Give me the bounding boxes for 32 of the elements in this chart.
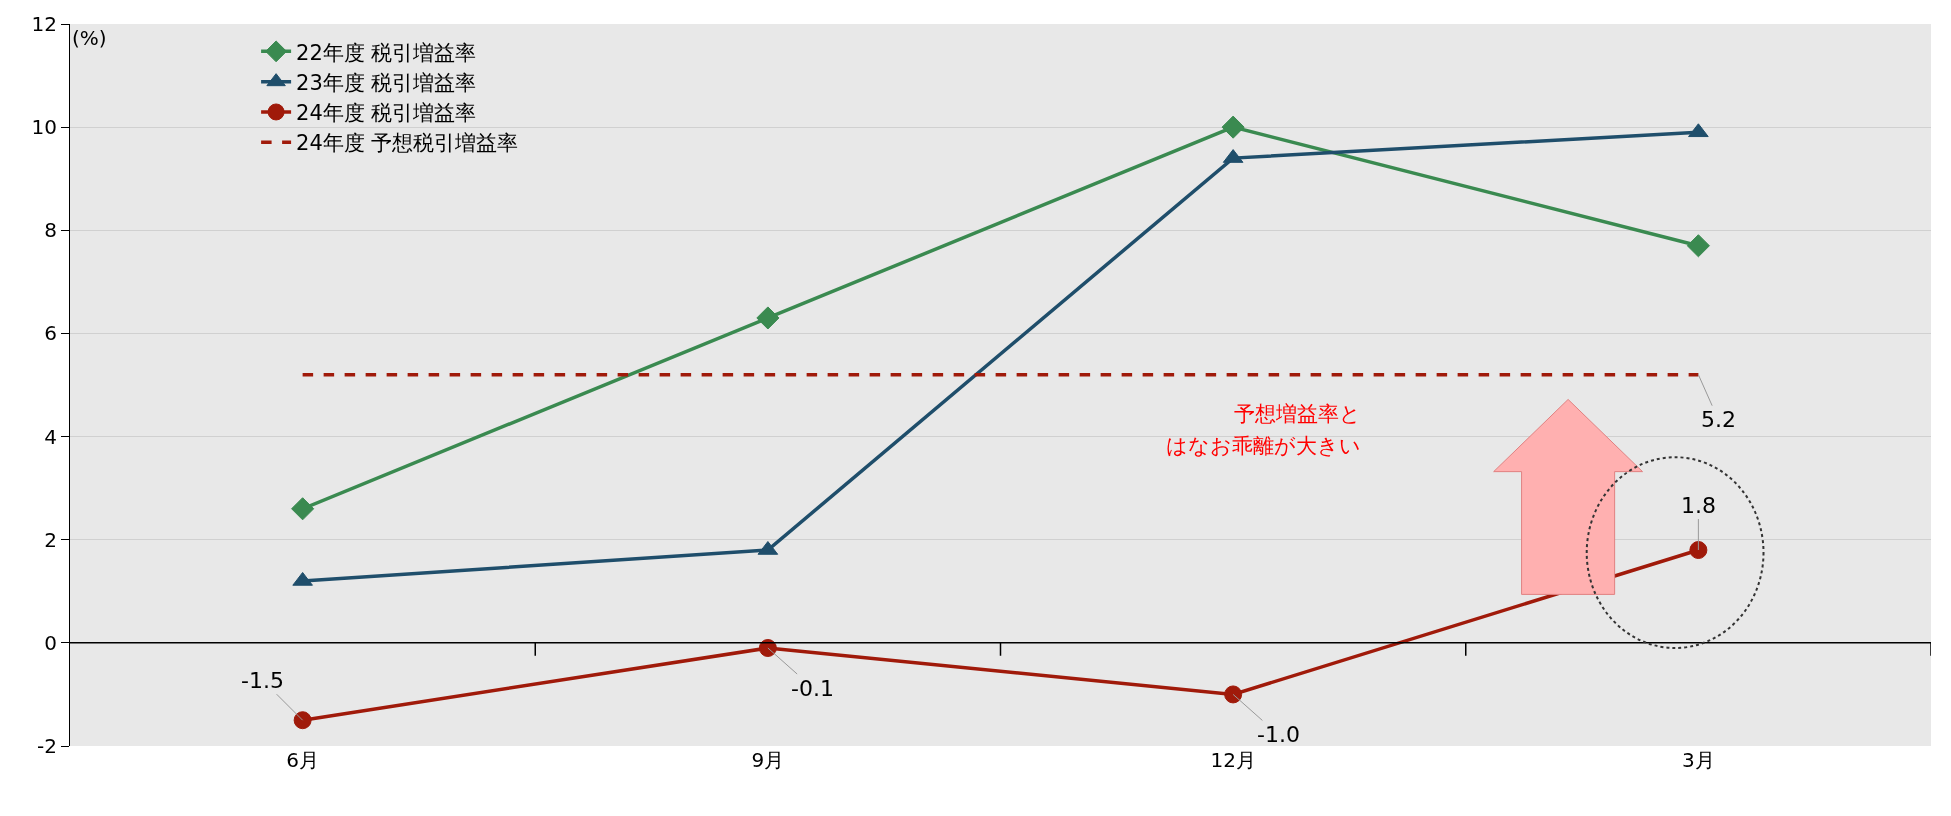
x-tick-label: 3月 xyxy=(1682,748,1715,772)
data-label: 5.2 xyxy=(1701,407,1736,432)
point xyxy=(1686,234,1710,258)
y-tick-label: 8 xyxy=(44,218,57,243)
point xyxy=(1224,685,1243,704)
y-tick-label: 2 xyxy=(44,527,57,552)
y-tick-label: 6 xyxy=(44,321,57,346)
point xyxy=(1688,123,1709,138)
annotation: 予想増益率と xyxy=(1234,402,1361,426)
point xyxy=(293,711,312,730)
legend-label: 24年度 予想税引増益率 xyxy=(296,131,519,156)
y-tick-label: 12 xyxy=(31,12,57,36)
y-tick-label: -2 xyxy=(37,734,57,758)
y-tick-label: 0 xyxy=(44,630,57,655)
x-tick-label: 12月 xyxy=(1210,748,1256,772)
y-axis-title: (%) xyxy=(72,26,107,50)
legend-label: 22年度 税引増益率 xyxy=(296,40,477,65)
point xyxy=(291,497,315,521)
x-tick-label: 6月 xyxy=(286,748,319,772)
y-tick-label: 10 xyxy=(31,115,57,140)
legend-label: 24年度 税引増益率 xyxy=(296,101,477,126)
data-label: -0.1 xyxy=(791,676,834,701)
point xyxy=(1221,115,1245,139)
point xyxy=(1689,541,1708,560)
data-label: 1.8 xyxy=(1681,493,1716,518)
x-tick-label: 9月 xyxy=(751,748,785,772)
y-tick-label: 4 xyxy=(44,424,57,449)
legend-label: 23年度 税引増益率 xyxy=(296,70,477,95)
data-label: -1.0 xyxy=(1257,722,1300,747)
data-label: -1.5 xyxy=(241,668,284,693)
annotation: はなお乖離が大きい xyxy=(1166,434,1361,458)
point xyxy=(756,306,780,330)
